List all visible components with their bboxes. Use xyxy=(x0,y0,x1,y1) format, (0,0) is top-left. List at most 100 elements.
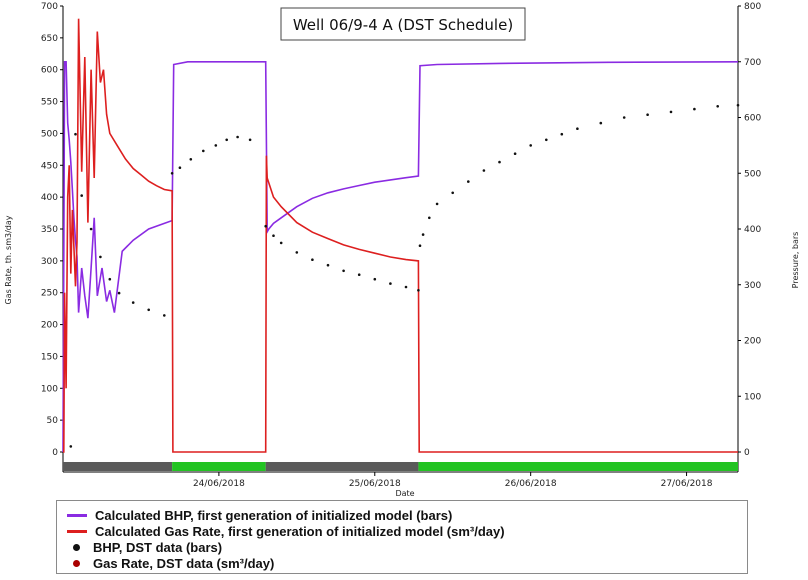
y-axis-right-title: Pressure, bars xyxy=(791,232,800,289)
legend-label-bhp-dst: BHP, DST data (bars) xyxy=(93,539,223,555)
series-point-2 xyxy=(482,169,486,172)
series-point-2 xyxy=(163,314,166,317)
series-layer xyxy=(62,18,740,453)
series-point-2 xyxy=(451,191,455,195)
series-point-2 xyxy=(389,282,392,285)
series-point-2 xyxy=(545,138,548,142)
series-point-2 xyxy=(646,113,649,116)
chart-canvas: 0 50 100 150 200 250 300 350 400 450 500 550 600 650 7… xyxy=(0,0,808,500)
series-point-2 xyxy=(202,149,205,153)
series-point-2 xyxy=(467,180,470,183)
x-axis: 24/06/2018 25/06/2018 26/06/2018 27/06/2018 xyxy=(193,472,713,489)
series-point-2 xyxy=(99,255,102,259)
series-point-2 xyxy=(279,241,283,245)
left-tick-label: 100 xyxy=(41,384,58,394)
series-point-2 xyxy=(178,166,182,169)
series-point-2 xyxy=(214,144,218,147)
legend-swatch-bhp-dst xyxy=(73,543,80,551)
series-point-2 xyxy=(69,445,73,448)
left-tick-label: 550 xyxy=(41,98,58,108)
legend-swatch-calc-bhp xyxy=(67,513,87,517)
series-point-2 xyxy=(513,152,517,155)
series-point-2 xyxy=(622,116,626,119)
right-tick-label: 0 xyxy=(744,448,750,458)
legend-label-calc-bhp: Calculated BHP, first generation of init… xyxy=(95,507,453,523)
right-tick-label: 300 xyxy=(744,281,761,291)
series-point-2 xyxy=(404,285,408,289)
legend-label-gas-rate-dst: Gas Rate, DST data (sm³/day) xyxy=(93,555,275,571)
x-tick-label: 24/06/2018 xyxy=(193,479,245,489)
series-point-2 xyxy=(421,233,425,236)
series-point-2 xyxy=(295,251,299,254)
series-point-2 xyxy=(74,132,77,136)
legend-item-bhp-dst: BHP, DST data (bars) xyxy=(67,539,222,555)
series-point-2 xyxy=(108,277,112,281)
chart-title-box: Well 06/9-4 A (DST Schedule) xyxy=(280,7,526,41)
series-point-2 xyxy=(435,202,439,206)
schedule-bar xyxy=(63,462,738,471)
series-point-2 xyxy=(693,107,696,111)
series-point-2 xyxy=(236,135,239,139)
series-point-2 xyxy=(498,160,501,164)
right-tick-label: 800 xyxy=(744,2,761,12)
series-point-2 xyxy=(225,138,228,142)
x-axis-title: Date xyxy=(395,489,414,498)
series-point-2 xyxy=(373,277,377,281)
series-point-2 xyxy=(418,244,422,247)
series-point-2 xyxy=(131,301,135,304)
series-line-1 xyxy=(63,18,738,453)
series-point-2 xyxy=(428,216,431,220)
series-point-2 xyxy=(326,263,330,267)
legend-swatch-calc-gas-rate xyxy=(67,529,87,533)
schedule-segment-shut xyxy=(172,462,266,471)
left-tick-label: 150 xyxy=(41,352,58,362)
left-tick-label: 400 xyxy=(41,193,58,203)
left-tick-label: 650 xyxy=(41,34,58,44)
series-point-2 xyxy=(357,273,361,277)
series-point-2 xyxy=(189,158,193,161)
series-point-2 xyxy=(736,103,740,107)
series-point-2 xyxy=(529,144,532,147)
legend-item-calc-gas-rate: Calculated Gas Rate, first generation of… xyxy=(67,523,505,539)
series-point-2 xyxy=(248,138,252,142)
legend-item-gas-rate-dst: Gas Rate, DST data (sm³/day) xyxy=(67,555,274,571)
series-point-2 xyxy=(89,227,93,231)
series-point-2 xyxy=(599,121,603,125)
series-point-2 xyxy=(117,291,121,295)
schedule-segment-flow xyxy=(63,462,173,471)
legend-item-calc-bhp: Calculated BHP, first generation of init… xyxy=(67,507,452,523)
left-tick-label: 500 xyxy=(41,129,58,139)
series-point-2 xyxy=(576,127,579,130)
left-tick-label: 300 xyxy=(41,257,58,267)
left-y-axis: 0 50 100 150 200 250 300 350 400 450 500 550 600 650 7… xyxy=(41,2,63,458)
legend: Calculated BHP, first generation of init… xyxy=(56,500,748,574)
y-axis-left-title: Gas Rate, th. sm3/day xyxy=(4,215,13,304)
series-point-2 xyxy=(272,234,275,237)
series-line-0 xyxy=(62,60,739,453)
x-tick-label: 26/06/2018 xyxy=(505,479,557,489)
chart-title: Well 06/9-4 A (DST Schedule) xyxy=(293,16,513,34)
series-point-2 xyxy=(669,110,673,114)
left-tick-label: 600 xyxy=(41,66,58,76)
legend-swatch-gas-rate-dst xyxy=(73,559,80,567)
legend-label-calc-gas-rate: Calculated Gas Rate, first generation of… xyxy=(95,523,505,539)
series-point-2 xyxy=(716,105,719,108)
right-y-axis: 0 100 200 300 400 500 600 700 800 xyxy=(738,2,761,458)
left-tick-label: 450 xyxy=(41,161,58,171)
right-tick-label: 600 xyxy=(744,114,761,124)
series-point-2 xyxy=(80,194,83,197)
right-tick-label: 100 xyxy=(744,392,761,402)
schedule-segment-flow xyxy=(265,462,419,471)
right-tick-label: 700 xyxy=(744,58,761,68)
series-point-2 xyxy=(311,258,314,262)
plot-background xyxy=(0,0,808,500)
left-tick-label: 350 xyxy=(41,225,58,235)
right-tick-label: 500 xyxy=(744,169,761,179)
series-point-2 xyxy=(170,172,174,175)
left-tick-label: 200 xyxy=(41,321,58,331)
left-tick-label: 0 xyxy=(52,448,58,458)
series-point-2 xyxy=(342,269,345,273)
left-tick-label: 50 xyxy=(47,416,59,426)
series-point-2 xyxy=(147,308,150,312)
left-tick-label: 700 xyxy=(41,2,58,12)
